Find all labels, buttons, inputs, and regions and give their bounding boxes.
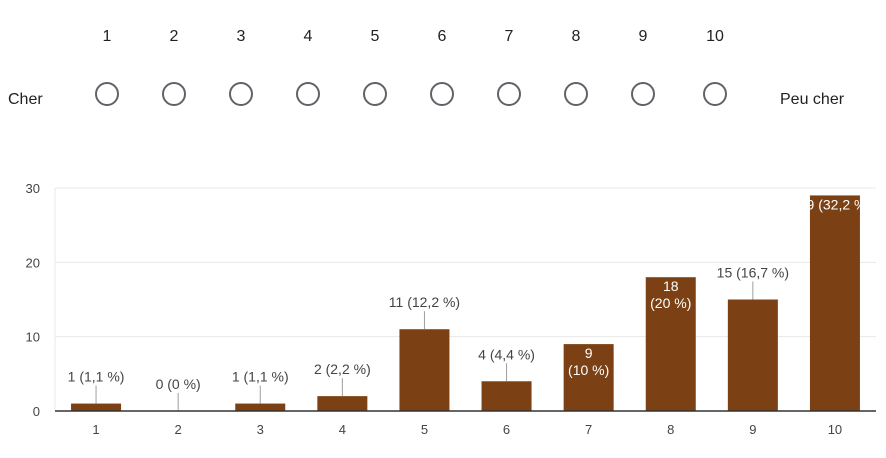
data-label: (10 %) [568,362,609,378]
data-label: 29 (32,2 %) [799,196,871,212]
scale-low-label: Cher [8,91,43,108]
bar-chart: 0 10 20 30 1 1 (1,1 %) 2 0 (0 %) 3 1 (1,1 %) 4 2 (2… [26,181,876,437]
x-tick-label: 1 [92,422,99,437]
data-label: (20 %) [650,295,691,311]
bar-4 [317,396,368,411]
x-tick-label: 6 [503,422,510,437]
y-tick-label: 30 [26,181,40,196]
data-label: 11 (12,2 %) [389,294,460,310]
scale-radio-7[interactable] [497,82,521,106]
linear-scale-question: Cher Peu cher 1 2 3 4 5 6 7 8 9 10 [0,0,886,130]
data-label: 2 (2,2 %) [314,361,371,377]
scale-number-4: 4 [303,28,313,45]
y-tick-label: 20 [26,255,40,270]
scale-number-3: 3 [236,28,246,45]
x-tick-label: 4 [339,422,346,437]
data-label: 1 (1,1 %) [68,369,125,385]
bar-5 [399,329,450,411]
bar-3 [235,403,286,411]
scale-radio-3[interactable] [229,82,253,106]
scale-radio-6[interactable] [430,82,454,106]
bar-8 [645,277,696,411]
data-label: 0 (0 %) [156,376,201,392]
data-label: 9 [585,345,593,361]
data-label: 4 (4,4 %) [478,346,535,362]
x-tick-label: 5 [421,422,428,437]
x-tick-label: 8 [667,422,674,437]
scale-number-5: 5 [370,28,380,45]
scale-number-9: 9 [638,28,648,45]
data-label: 18 [663,278,679,294]
scale-number-8: 8 [571,28,581,45]
data-label: 1 (1,1 %) [232,369,289,385]
x-tick-label: 3 [257,422,264,437]
scale-number-7: 7 [504,28,514,45]
scale-radio-1[interactable] [95,82,119,106]
bar-1 [71,403,122,411]
scale-number-2: 2 [169,28,179,45]
y-tick-label: 10 [26,330,40,345]
x-tick-label: 7 [585,422,592,437]
bar-6 [481,381,532,411]
bar-9 [727,299,778,411]
scale-high-label: Peu cher [780,91,845,108]
scale-number-10: 10 [706,28,724,45]
x-tick-label: 10 [828,422,842,437]
bar-10 [809,195,860,411]
y-tick-label: 0 [33,404,40,419]
x-tick-label: 9 [749,422,756,437]
scale-radio-8[interactable] [564,82,588,106]
bar-7 [563,344,614,411]
data-label: 15 (16,7 %) [717,265,789,281]
scale-radio-5[interactable] [363,82,387,106]
scale-radio-2[interactable] [162,82,186,106]
scale-number-6: 6 [437,28,447,45]
scale-number-1: 1 [102,28,112,45]
scale-radio-9[interactable] [631,82,655,106]
x-tick-label: 2 [175,422,182,437]
scale-radio-4[interactable] [296,82,320,106]
scale-radio-10[interactable] [703,82,727,106]
